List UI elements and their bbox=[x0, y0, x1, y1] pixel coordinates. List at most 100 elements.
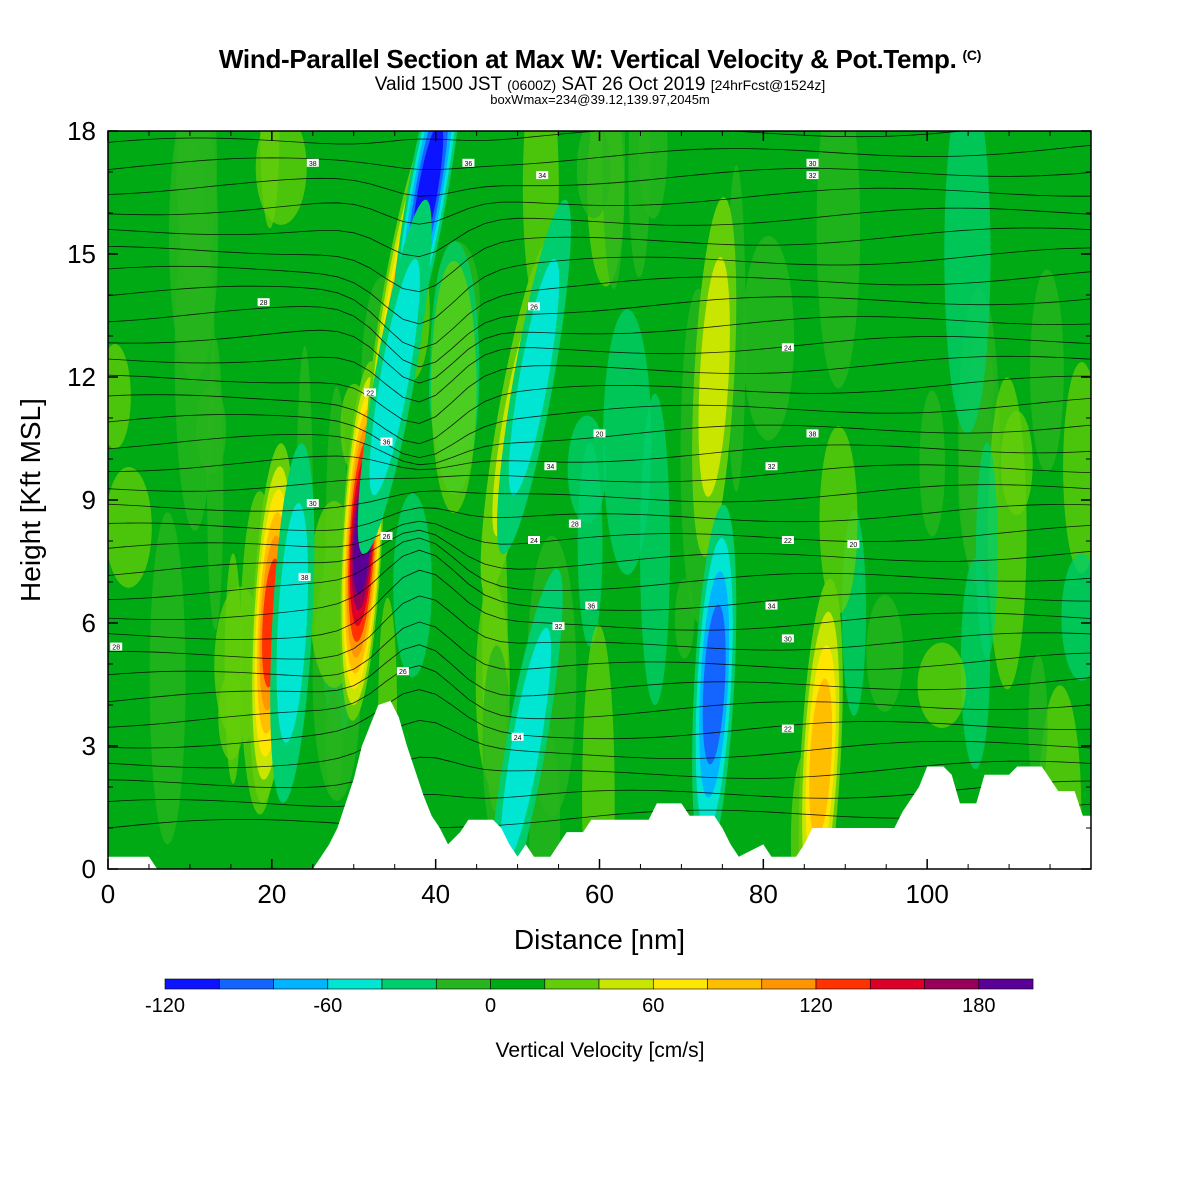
weak-motion-streak bbox=[576, 131, 611, 219]
contour-label-bg bbox=[781, 724, 794, 733]
contour-label: 32 bbox=[809, 173, 817, 180]
isentrope bbox=[108, 316, 1091, 384]
y-tick-label: 15 bbox=[67, 239, 96, 269]
isentrope bbox=[108, 271, 1091, 350]
weak-motion-streak bbox=[174, 181, 215, 531]
colorbar-swatch bbox=[435, 978, 491, 990]
downdraft-core bbox=[488, 568, 563, 869]
y-tick-label: 9 bbox=[82, 485, 96, 515]
weak-motion-streak bbox=[976, 442, 998, 659]
contour-label: 34 bbox=[768, 604, 776, 611]
x-tick-label: 80 bbox=[749, 879, 778, 909]
contour-label: 22 bbox=[366, 390, 374, 397]
isentrope bbox=[108, 355, 1091, 424]
isentrope bbox=[108, 187, 1091, 225]
contour-label: 22 bbox=[784, 538, 792, 545]
weak-motion-streak bbox=[628, 131, 650, 278]
y-tick-label: 12 bbox=[67, 362, 96, 392]
contour-label-bg bbox=[568, 519, 581, 528]
isentrope bbox=[108, 529, 1091, 576]
isentrope bbox=[108, 247, 1091, 325]
contour-label: 28 bbox=[112, 645, 120, 652]
isentrope bbox=[108, 444, 1091, 472]
isentrope bbox=[108, 689, 1091, 749]
colorbar-swatch bbox=[761, 978, 817, 990]
contour-label: 32 bbox=[555, 624, 563, 631]
isentrope bbox=[108, 398, 1091, 459]
contour-label-bg bbox=[806, 429, 819, 438]
contour-label: 34 bbox=[547, 464, 555, 471]
colorbar-swatch bbox=[652, 978, 708, 990]
colorbar-swatch bbox=[544, 978, 600, 990]
colorbar-swatch bbox=[490, 978, 546, 990]
contour-label-bg bbox=[806, 171, 819, 180]
weak-motion-streak bbox=[1063, 362, 1091, 574]
contour-label: 30 bbox=[809, 161, 817, 168]
chart-title: Wind-Parallel Section at Max W: Vertical… bbox=[0, 44, 1200, 75]
weak-motion-streak bbox=[742, 235, 795, 441]
isentrope bbox=[108, 520, 1091, 549]
weak-motion-streak bbox=[582, 624, 615, 869]
weak-motion-streak bbox=[640, 393, 670, 706]
isentrope bbox=[108, 123, 1091, 126]
isentrope bbox=[108, 207, 1091, 258]
contour-label-bg bbox=[306, 499, 319, 508]
contour-label-bg bbox=[536, 171, 549, 180]
contour-label: 24 bbox=[514, 735, 522, 742]
isentrope bbox=[108, 504, 1091, 532]
contour-label-bg bbox=[110, 642, 123, 651]
velocity-field bbox=[108, 131, 1091, 869]
colorbar-swatch bbox=[815, 978, 871, 990]
weak-motion-streak bbox=[149, 512, 186, 845]
contour-label-bg bbox=[585, 601, 598, 610]
colorbar-tick-label: 0 bbox=[485, 995, 496, 1017]
isentrope bbox=[108, 621, 1091, 677]
isentrope bbox=[108, 464, 1091, 492]
colorbar-swatch bbox=[273, 978, 329, 990]
isentrope bbox=[108, 719, 1091, 769]
valid-zulu: (0600Z) bbox=[507, 77, 557, 93]
isentrope bbox=[108, 537, 1091, 600]
contour-label-bg bbox=[396, 667, 409, 676]
colorbar-swatch bbox=[924, 978, 980, 990]
contour-label-bg bbox=[528, 302, 540, 311]
contour-label: 20 bbox=[850, 542, 858, 549]
isentrope bbox=[108, 167, 1091, 197]
weak-motion-streak bbox=[866, 594, 904, 712]
weak-motion-streak bbox=[944, 131, 991, 434]
terrain-fill bbox=[108, 700, 1091, 869]
contour-label-bg bbox=[380, 531, 393, 540]
contour-label: 30 bbox=[309, 501, 317, 508]
downdraft-core bbox=[357, 199, 432, 555]
contour-label: 32 bbox=[768, 464, 776, 471]
contour-label-bg bbox=[528, 536, 540, 544]
colorbar-swatch bbox=[978, 978, 1034, 990]
colorbar-swatch bbox=[381, 978, 437, 990]
contour-label-bg bbox=[781, 343, 794, 352]
isentrope bbox=[108, 144, 1091, 171]
contour-label: 24 bbox=[530, 538, 538, 545]
contour-label-bg bbox=[765, 462, 778, 471]
contour-label-bg bbox=[298, 572, 311, 581]
weak-motion-streak bbox=[108, 467, 152, 588]
copyright-mark: (C) bbox=[962, 47, 982, 63]
contour-label-bg bbox=[593, 429, 606, 438]
valid-time-line: Valid 1500 JST (0600Z) SAT 26 Oct 2019 [… bbox=[0, 74, 1200, 96]
boxwmax-line: boxWmax=234@39.12,139.97,2045m bbox=[490, 92, 710, 107]
y-tick-label: 18 bbox=[67, 116, 96, 146]
velocity-band bbox=[508, 258, 560, 496]
contour-label: 26 bbox=[383, 534, 391, 541]
x-axis-label: Distance [nm] bbox=[514, 924, 685, 955]
forecast-info: [24hrFcst@1524z] bbox=[710, 77, 826, 93]
colorbar-tick-label: -60 bbox=[313, 995, 342, 1017]
colorbar-swatch bbox=[598, 978, 654, 990]
x-tick-label: 0 bbox=[101, 879, 115, 909]
colorbar-swatch bbox=[869, 978, 925, 990]
x-tick-label: 20 bbox=[257, 879, 286, 909]
valid-prefix: Valid 1500 JST bbox=[374, 74, 502, 95]
contour-label: 30 bbox=[784, 636, 792, 643]
isentrope bbox=[108, 756, 1091, 789]
velocity-band bbox=[369, 258, 420, 496]
contour-label-bg bbox=[847, 540, 860, 549]
